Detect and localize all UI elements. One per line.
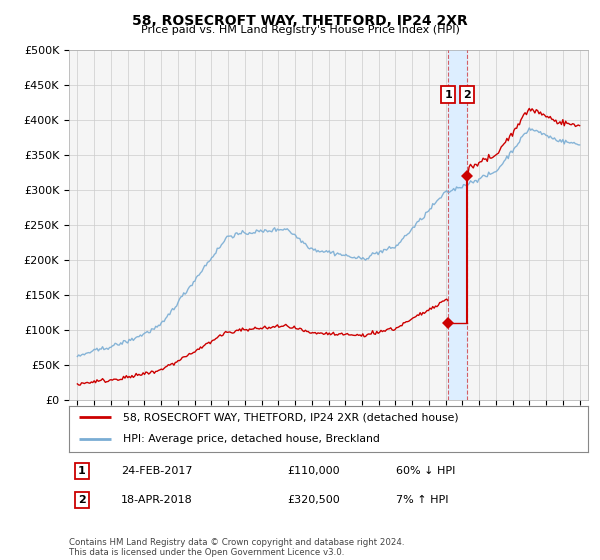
Text: £320,500: £320,500 xyxy=(287,496,340,505)
Text: 58, ROSECROFT WAY, THETFORD, IP24 2XR: 58, ROSECROFT WAY, THETFORD, IP24 2XR xyxy=(132,14,468,28)
Text: 18-APR-2018: 18-APR-2018 xyxy=(121,496,193,505)
Text: Price paid vs. HM Land Registry's House Price Index (HPI): Price paid vs. HM Land Registry's House … xyxy=(140,25,460,35)
Text: 2: 2 xyxy=(464,90,472,100)
Text: 1: 1 xyxy=(78,466,86,476)
Text: 58, ROSECROFT WAY, THETFORD, IP24 2XR (detached house): 58, ROSECROFT WAY, THETFORD, IP24 2XR (d… xyxy=(124,413,459,422)
Text: 2: 2 xyxy=(78,496,86,505)
Bar xyxy=(448,50,467,400)
Text: 24-FEB-2017: 24-FEB-2017 xyxy=(121,466,193,476)
Text: 7% ↑ HPI: 7% ↑ HPI xyxy=(396,496,448,505)
Text: £110,000: £110,000 xyxy=(287,466,340,476)
Text: HPI: Average price, detached house, Breckland: HPI: Average price, detached house, Brec… xyxy=(124,434,380,444)
Text: 1: 1 xyxy=(445,90,452,100)
Text: Contains HM Land Registry data © Crown copyright and database right 2024.
This d: Contains HM Land Registry data © Crown c… xyxy=(69,538,404,557)
Text: 60% ↓ HPI: 60% ↓ HPI xyxy=(396,466,455,476)
